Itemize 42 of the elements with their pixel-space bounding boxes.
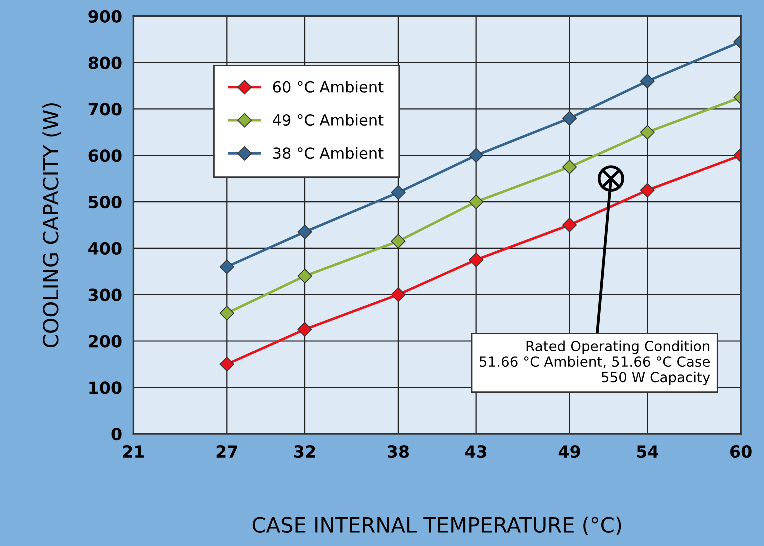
point: [562, 218, 578, 233]
point: [640, 74, 655, 89]
legend-label: 49 °C Ambient: [273, 114, 384, 126]
y-tick-label: 300: [88, 288, 122, 302]
point: [391, 185, 406, 200]
x-tick-label: 38: [388, 445, 410, 458]
point: [562, 160, 578, 175]
legend-label: 38 °C Ambient: [273, 147, 384, 160]
point: [220, 306, 234, 321]
point: [220, 260, 234, 274]
y-tick-label: 400: [88, 242, 122, 255]
y-tick-label: 900: [88, 10, 122, 23]
point: [298, 224, 312, 240]
annotation: Rated Operating Condition 51.66 °C Ambient, 51.66 °C Case 550 W Capacity: [480, 340, 710, 386]
legend-label: 60 °C Ambient: [273, 81, 384, 93]
point: [469, 148, 484, 163]
point: [640, 183, 655, 198]
point: [391, 288, 406, 302]
x-tick-label: 54: [637, 446, 658, 458]
point: [298, 322, 312, 337]
point: [469, 194, 484, 210]
x-axis-title: CASE INTERNAL TEMPERATURE (°C): [252, 516, 622, 536]
y-tick-label: 200: [89, 335, 122, 348]
point: [298, 268, 312, 284]
point: [220, 357, 234, 372]
y-tick-label: 700: [88, 103, 122, 116]
point: [469, 252, 484, 268]
y-tick-label: 500: [89, 196, 122, 209]
point: [640, 125, 655, 140]
y-tick-label: 100: [90, 382, 122, 394]
y-axis-title: COOLING CAPACITY (W): [42, 104, 62, 348]
point: [562, 111, 578, 126]
x-tick-label: 60: [730, 445, 752, 458]
x-tick-label: 21: [123, 445, 144, 458]
x-tick-label: 49: [558, 445, 580, 458]
x-tick-label: 27: [216, 445, 238, 458]
y-tick-label: 0: [112, 428, 122, 441]
point: [391, 234, 406, 249]
x-tick-label: 32: [294, 445, 316, 458]
y-tick-label: 600: [88, 150, 122, 162]
y-tick-label: 800: [88, 56, 122, 70]
x-tick-label: 43: [465, 445, 487, 458]
